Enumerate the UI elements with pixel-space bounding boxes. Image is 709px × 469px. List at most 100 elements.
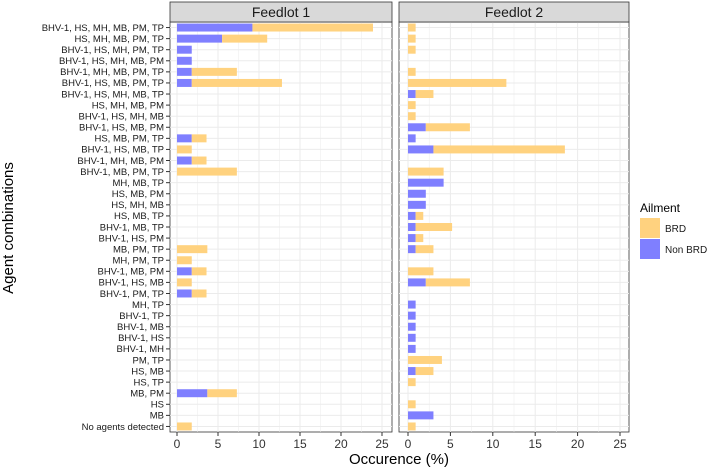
legend-swatch-brd xyxy=(640,218,660,238)
bar-non-brd xyxy=(408,189,426,198)
bar-brd xyxy=(415,245,434,254)
category-label: BHV-1, MB, PM, TP xyxy=(80,167,164,178)
bar-brd xyxy=(408,34,416,43)
bar-brd xyxy=(408,112,416,121)
bar-brd xyxy=(177,167,237,176)
category-label: BHV-1, MB xyxy=(117,322,164,333)
category-label: BHV-1, MH, MB, PM xyxy=(77,156,164,167)
bar-brd xyxy=(408,267,434,276)
bar-non-brd xyxy=(177,45,192,54)
bar-non-brd xyxy=(408,145,434,154)
bar-brd xyxy=(177,278,192,287)
legend-title: Ailment xyxy=(640,201,681,215)
x-tick-label: 0 xyxy=(174,437,181,451)
bar-brd xyxy=(177,422,192,431)
bar-non-brd xyxy=(177,156,192,165)
category-label: HS xyxy=(151,400,164,411)
bar-brd xyxy=(408,422,416,431)
category-label: BHV-1, HS, MH, PM, TP xyxy=(61,45,164,56)
feedlot-2-title: Feedlot 2 xyxy=(485,4,544,20)
bar-non-brd xyxy=(408,411,434,420)
feedlot-1-title: Feedlot 1 xyxy=(252,4,311,20)
bar-brd xyxy=(191,289,207,298)
bar-non-brd xyxy=(408,300,416,309)
bar-brd xyxy=(207,389,237,398)
legend: Ailment BRD Non BRD xyxy=(640,201,707,259)
bar-brd xyxy=(408,355,442,364)
bar-brd xyxy=(415,90,434,99)
bar-non-brd xyxy=(177,289,192,298)
category-label: HS, MH, MB xyxy=(111,200,164,211)
category-label: HS, MB, PM xyxy=(112,189,164,200)
bar-brd xyxy=(408,67,416,76)
bar-non-brd xyxy=(408,322,416,331)
category-label: BHV-1, HS, PM xyxy=(99,233,165,244)
bar-brd xyxy=(191,78,282,87)
bar-non-brd xyxy=(408,134,416,143)
category-label: BHV-1, MH, MB, PM, TP xyxy=(60,67,164,78)
bar-non-brd xyxy=(177,389,208,398)
category-label: BHV-1, HS, MH, MB, PM xyxy=(59,56,164,67)
bar-non-brd xyxy=(177,34,223,43)
legend-swatch-non-brd xyxy=(640,239,660,259)
category-label: HS, MH, MB, PM, TP xyxy=(74,34,164,45)
bar-brd xyxy=(408,45,416,54)
bar-brd xyxy=(191,156,207,165)
category-label: HS, MH, MB, PM xyxy=(92,100,164,111)
bar-brd xyxy=(177,145,192,154)
bar-non-brd xyxy=(177,134,192,143)
bar-brd xyxy=(408,378,416,387)
bar-brd xyxy=(415,367,434,376)
category-label: MB xyxy=(150,411,164,422)
x-tick-label: 5 xyxy=(215,437,222,451)
bar-brd xyxy=(415,211,424,220)
category-label: MH, MB, TP xyxy=(112,178,164,189)
bar-non-brd xyxy=(408,223,416,231)
category-label: MB, PM xyxy=(130,389,164,400)
bar-non-brd xyxy=(408,367,416,376)
bar-non-brd xyxy=(177,78,192,87)
x-tick-label: 20 xyxy=(571,437,585,451)
bar-non-brd xyxy=(408,178,444,187)
x-tick-label: 20 xyxy=(334,437,348,451)
bar-non-brd xyxy=(408,234,416,243)
bar-non-brd xyxy=(408,200,426,209)
x-tick-label: 25 xyxy=(375,437,389,451)
bar-brd xyxy=(177,256,192,265)
bar-brd xyxy=(191,134,207,143)
bar-non-brd xyxy=(408,344,416,353)
y-axis-title: Agent combinations xyxy=(0,162,17,294)
category-label: MH, PM, TP xyxy=(112,256,164,267)
bar-non-brd xyxy=(177,267,192,276)
category-label: BHV-1, HS, MH, MB, PM, TP xyxy=(42,23,164,34)
bar-brd xyxy=(408,101,416,110)
bar-non-brd xyxy=(177,23,253,32)
bar-brd xyxy=(408,78,507,87)
x-tick-label: 15 xyxy=(293,437,307,451)
feedlot-2-strip xyxy=(398,1,630,23)
x-tick-label: 5 xyxy=(447,437,454,451)
bar-non-brd xyxy=(408,311,416,320)
category-label: MH, TP xyxy=(132,300,164,311)
category-label: HS, MB, TP xyxy=(114,211,164,222)
x-tick-label: 0 xyxy=(405,437,412,451)
bar-brd xyxy=(408,23,416,32)
category-label: No agents detected xyxy=(82,422,164,433)
category-label: HS, MB xyxy=(131,366,164,377)
bar-brd xyxy=(191,267,207,276)
bar-brd xyxy=(415,223,453,231)
category-label: BHV-1, HS, MB, TP xyxy=(81,145,164,156)
bar-brd xyxy=(433,145,565,154)
bar-brd xyxy=(425,123,470,132)
category-label: BHV-1, HS, MH, MB, TP xyxy=(61,89,164,100)
x-tick-label: 10 xyxy=(486,437,500,451)
category-label: HS, MB, PM, TP xyxy=(94,134,164,145)
bar-non-brd xyxy=(408,211,416,220)
bar-non-brd xyxy=(408,333,416,342)
bar-brd xyxy=(191,67,237,76)
bar-brd xyxy=(425,278,470,287)
category-label: BHV-1, MH xyxy=(116,344,164,355)
bar-brd xyxy=(177,245,208,254)
bar-brd xyxy=(415,234,424,243)
bar-non-brd xyxy=(408,90,416,99)
